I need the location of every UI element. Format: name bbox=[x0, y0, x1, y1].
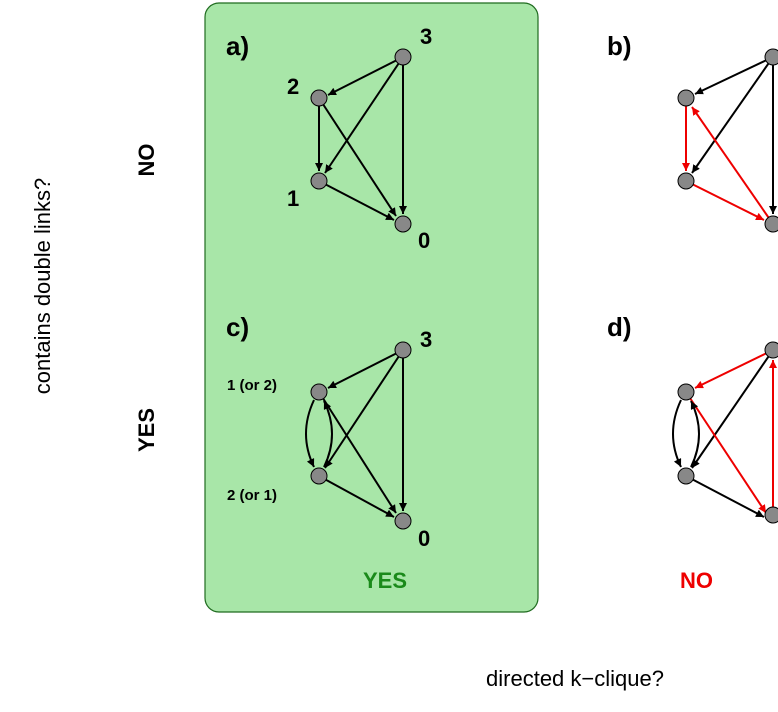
edge-d-2-0 bbox=[685, 391, 767, 514]
node-a-0 bbox=[394, 215, 412, 233]
node-c-1 bbox=[310, 467, 328, 485]
edge-d-3-2 bbox=[694, 349, 774, 389]
node-d-3 bbox=[764, 341, 778, 359]
edge-d-1-0 bbox=[685, 475, 765, 518]
node-b-0 bbox=[764, 215, 778, 233]
node-c-2 bbox=[310, 383, 328, 401]
node-b-3 bbox=[764, 48, 778, 66]
yes-column-highlight bbox=[204, 2, 539, 613]
edge-a-3-1 bbox=[324, 56, 404, 174]
node-a-0-label: 0 bbox=[418, 228, 430, 253]
node-a-2 bbox=[310, 89, 328, 107]
column-label-yes: YES bbox=[363, 568, 407, 593]
panel-c: c) 3 1 (or 2) 2 (or 1) 0 bbox=[226, 312, 432, 551]
node-d-2 bbox=[677, 383, 695, 401]
edge-b-3-2 bbox=[694, 56, 774, 95]
panel-d-letter: d) bbox=[607, 312, 632, 342]
node-c-3-label: 3 bbox=[420, 327, 432, 352]
node-a-1-label: 1 bbox=[287, 186, 299, 211]
row-label-yes: YES bbox=[134, 408, 159, 452]
x-axis-label: directed k−clique? bbox=[486, 666, 664, 691]
node-a-1 bbox=[310, 172, 328, 190]
edge-b-1-0 bbox=[685, 180, 765, 221]
edge-c-3-1 bbox=[324, 349, 404, 469]
panel-a: a) 3 2 1 0 bbox=[226, 24, 432, 253]
node-a-2-label: 2 bbox=[287, 74, 299, 99]
panel-d: d) bbox=[607, 312, 778, 524]
node-c-1-label: 2 (or 1) bbox=[227, 487, 277, 504]
node-c-3 bbox=[394, 341, 412, 359]
panel-b-letter: b) bbox=[607, 31, 632, 61]
edge-d-3-1 bbox=[691, 349, 774, 469]
edge-d-2-1-curved bbox=[672, 399, 682, 468]
edge-c-2-1-curved bbox=[305, 399, 315, 468]
node-a-3 bbox=[394, 48, 412, 66]
y-axis-label: contains double links? bbox=[30, 178, 55, 394]
edge-c-1-2-curved bbox=[323, 400, 333, 468]
edge-c-2-0 bbox=[318, 391, 397, 514]
edge-c-3-2 bbox=[327, 349, 404, 389]
node-c-0-label: 0 bbox=[418, 526, 430, 551]
node-b-2 bbox=[677, 89, 695, 107]
panel-b: b) bbox=[607, 31, 778, 233]
edge-c-1-0 bbox=[318, 475, 395, 518]
node-c-0 bbox=[394, 512, 412, 530]
edge-a-2-0 bbox=[318, 97, 397, 217]
row-label-no: NO bbox=[134, 144, 159, 177]
edge-d-1-2-curved bbox=[690, 400, 700, 468]
edge-a-1-0 bbox=[318, 180, 395, 221]
panel-a-letter: a) bbox=[226, 31, 249, 61]
node-b-1 bbox=[677, 172, 695, 190]
column-label-no: NO bbox=[680, 568, 713, 593]
panel-c-letter: c) bbox=[226, 312, 249, 342]
node-d-0 bbox=[764, 506, 778, 524]
edge-a-3-2 bbox=[327, 56, 404, 96]
edge-b-0-2 bbox=[691, 106, 774, 225]
node-c-2-label: 1 (or 2) bbox=[227, 377, 277, 394]
node-a-3-label: 3 bbox=[420, 24, 432, 49]
node-d-1 bbox=[677, 467, 695, 485]
edge-b-3-1 bbox=[691, 56, 774, 174]
